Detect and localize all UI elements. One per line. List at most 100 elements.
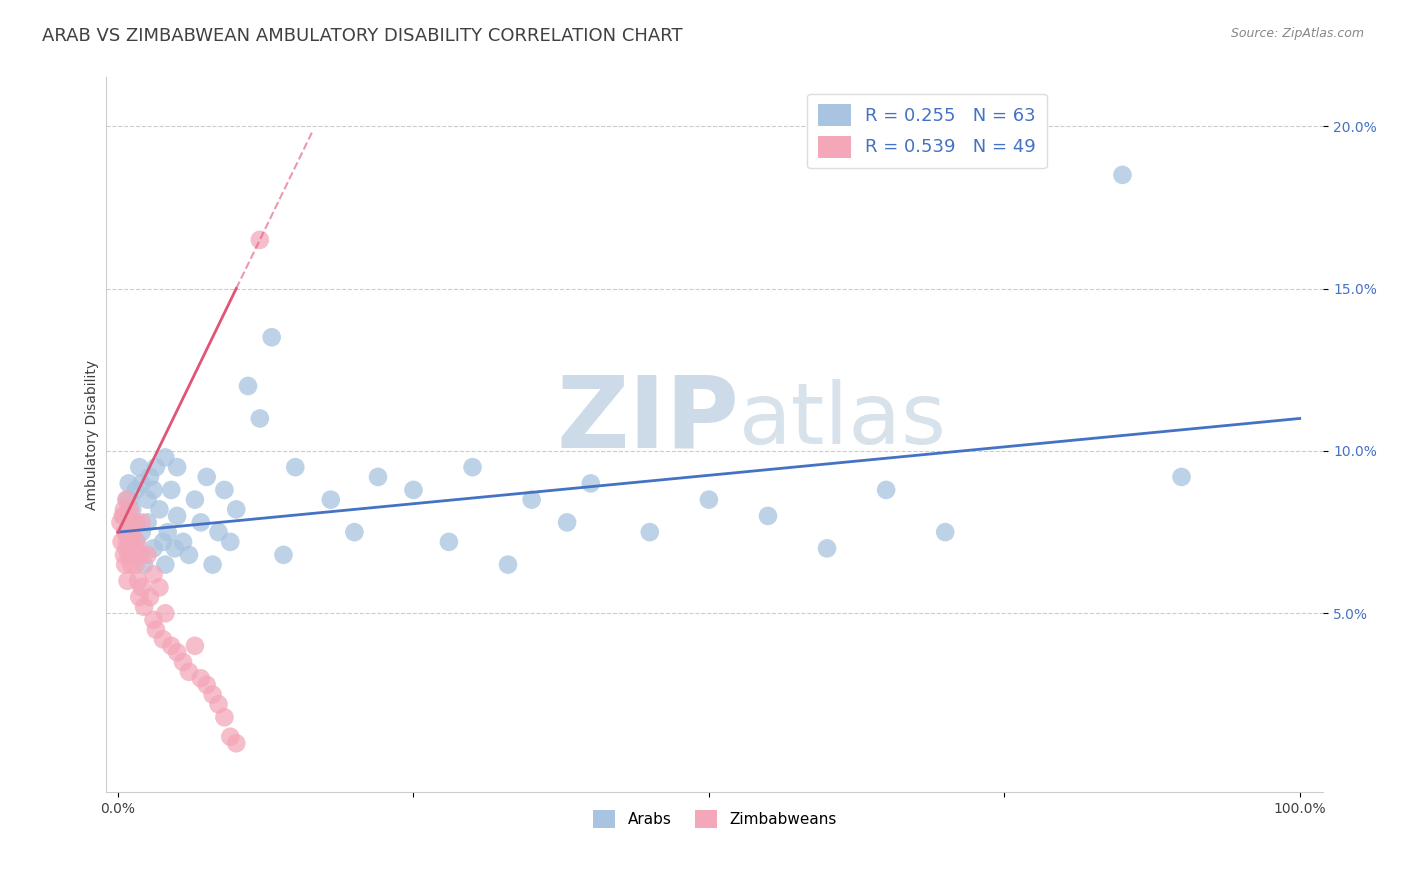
Point	[219, 730, 242, 744]
Point	[118, 502, 141, 516]
Point	[160, 639, 183, 653]
Point	[195, 470, 218, 484]
Point	[437, 534, 460, 549]
Point	[461, 460, 484, 475]
Point	[756, 508, 779, 523]
Point	[110, 516, 132, 530]
Point	[117, 492, 139, 507]
Point	[152, 632, 174, 647]
Point	[132, 558, 155, 572]
Point	[112, 502, 135, 516]
Point	[520, 492, 543, 507]
Point	[172, 655, 194, 669]
Point	[219, 534, 242, 549]
Point	[115, 541, 138, 556]
Point	[367, 470, 389, 484]
Point	[128, 590, 150, 604]
Text: ARAB VS ZIMBABWEAN AMBULATORY DISABILITY CORRELATION CHART: ARAB VS ZIMBABWEAN AMBULATORY DISABILITY…	[42, 27, 683, 45]
Point	[214, 710, 236, 724]
Point	[697, 492, 720, 507]
Point	[225, 502, 247, 516]
Point	[142, 567, 165, 582]
Point	[125, 558, 148, 572]
Point	[284, 460, 307, 475]
Point	[118, 492, 141, 507]
Point	[172, 534, 194, 549]
Point	[148, 580, 170, 594]
Point	[155, 607, 177, 621]
Point	[815, 541, 838, 556]
Point	[112, 508, 135, 523]
Point	[131, 525, 153, 540]
Point	[129, 548, 152, 562]
Point	[142, 483, 165, 497]
Point	[190, 671, 212, 685]
Point	[114, 525, 136, 540]
Point	[201, 558, 224, 572]
Point	[131, 580, 153, 594]
Point	[136, 548, 159, 562]
Point	[125, 534, 148, 549]
Point	[195, 678, 218, 692]
Point	[236, 379, 259, 393]
Point	[155, 450, 177, 465]
Point	[117, 574, 139, 588]
Point	[124, 548, 146, 562]
Point	[142, 541, 165, 556]
Point	[1170, 470, 1192, 484]
Point	[118, 516, 141, 530]
Point	[117, 534, 139, 549]
Point	[579, 476, 602, 491]
Point	[156, 525, 179, 540]
Point	[121, 502, 143, 516]
Point	[166, 460, 188, 475]
Point	[122, 516, 145, 530]
Point	[145, 623, 167, 637]
Point	[136, 516, 159, 530]
Point	[163, 541, 186, 556]
Point	[496, 558, 519, 572]
Point	[1111, 168, 1133, 182]
Point	[132, 599, 155, 614]
Point	[125, 534, 148, 549]
Point	[207, 698, 229, 712]
Point	[155, 558, 177, 572]
Point	[125, 483, 148, 497]
Point	[127, 574, 149, 588]
Point	[260, 330, 283, 344]
Point	[184, 639, 207, 653]
Point	[402, 483, 425, 497]
Point	[638, 525, 661, 540]
Point	[343, 525, 366, 540]
Point	[125, 516, 148, 530]
Point	[112, 548, 135, 562]
Point	[201, 688, 224, 702]
Point	[136, 492, 159, 507]
Point	[934, 525, 956, 540]
Point	[121, 525, 143, 540]
Point	[139, 590, 162, 604]
Point	[319, 492, 342, 507]
Point	[177, 548, 200, 562]
Text: atlas: atlas	[740, 379, 948, 462]
Point	[152, 534, 174, 549]
Point	[249, 411, 271, 425]
Point	[139, 470, 162, 484]
Point	[145, 460, 167, 475]
Point	[115, 525, 138, 540]
Point	[118, 476, 141, 491]
Point	[166, 508, 188, 523]
Point	[120, 558, 142, 572]
Point	[142, 613, 165, 627]
Point	[184, 492, 207, 507]
Point	[207, 525, 229, 540]
Point	[875, 483, 897, 497]
Point	[118, 541, 141, 556]
Point	[190, 516, 212, 530]
Point	[115, 492, 138, 507]
Text: ZIP: ZIP	[557, 372, 740, 469]
Point	[128, 460, 150, 475]
Point	[273, 548, 295, 562]
Point	[131, 516, 153, 530]
Point	[249, 233, 271, 247]
